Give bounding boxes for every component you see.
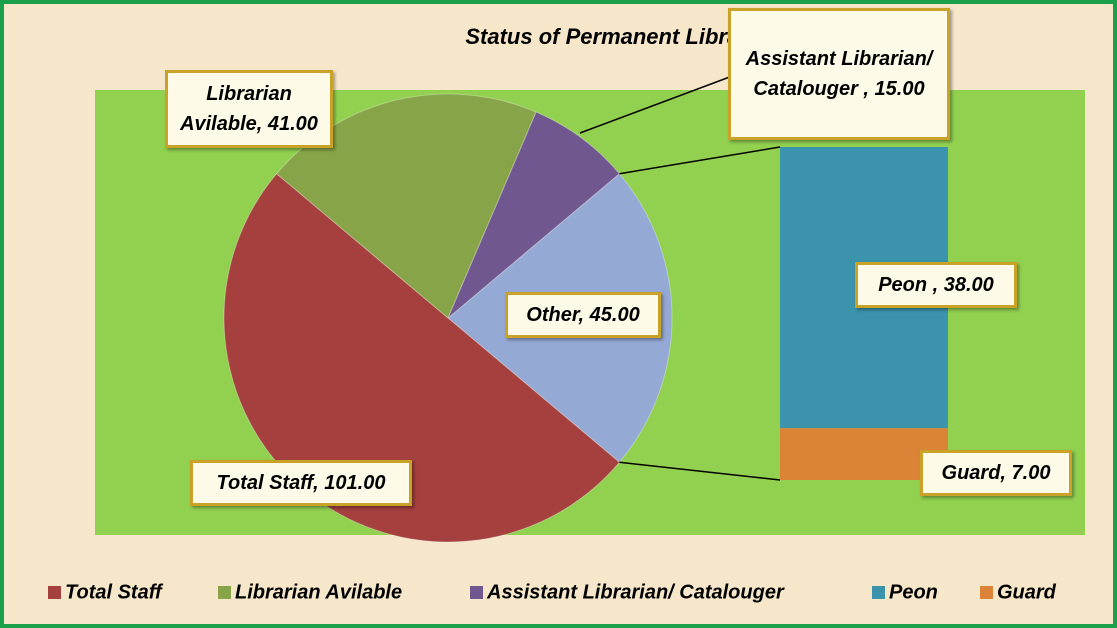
pie-slice <box>447 111 621 319</box>
connector-line <box>619 461 781 481</box>
legend-swatch <box>470 586 483 599</box>
legend-label: Peon <box>889 581 938 603</box>
legend-label: Librarian Avilable <box>235 581 402 603</box>
data-label: Librarian Avilable, 41.00 <box>165 70 333 148</box>
data-label: Other, 45.00 <box>505 292 661 338</box>
legend-label: Assistant Librarian/ Catalouger <box>486 581 785 603</box>
data-label: Total Staff, 101.00 <box>190 460 412 506</box>
legend-swatch <box>872 586 885 599</box>
data-label: Peon , 38.00 <box>855 262 1017 308</box>
pie-slice <box>275 93 537 319</box>
legend-swatch <box>980 586 993 599</box>
leader-line <box>579 74 736 134</box>
legend-swatch <box>48 586 61 599</box>
data-label: Guard, 7.00 <box>920 450 1072 496</box>
legend-label: Guard <box>997 581 1057 603</box>
connector-line <box>619 146 781 175</box>
legend-label: Total Staff <box>65 581 164 603</box>
data-label: Assistant Librarian/ Catalouger , 15.00 <box>728 8 950 140</box>
legend-swatch <box>218 586 231 599</box>
